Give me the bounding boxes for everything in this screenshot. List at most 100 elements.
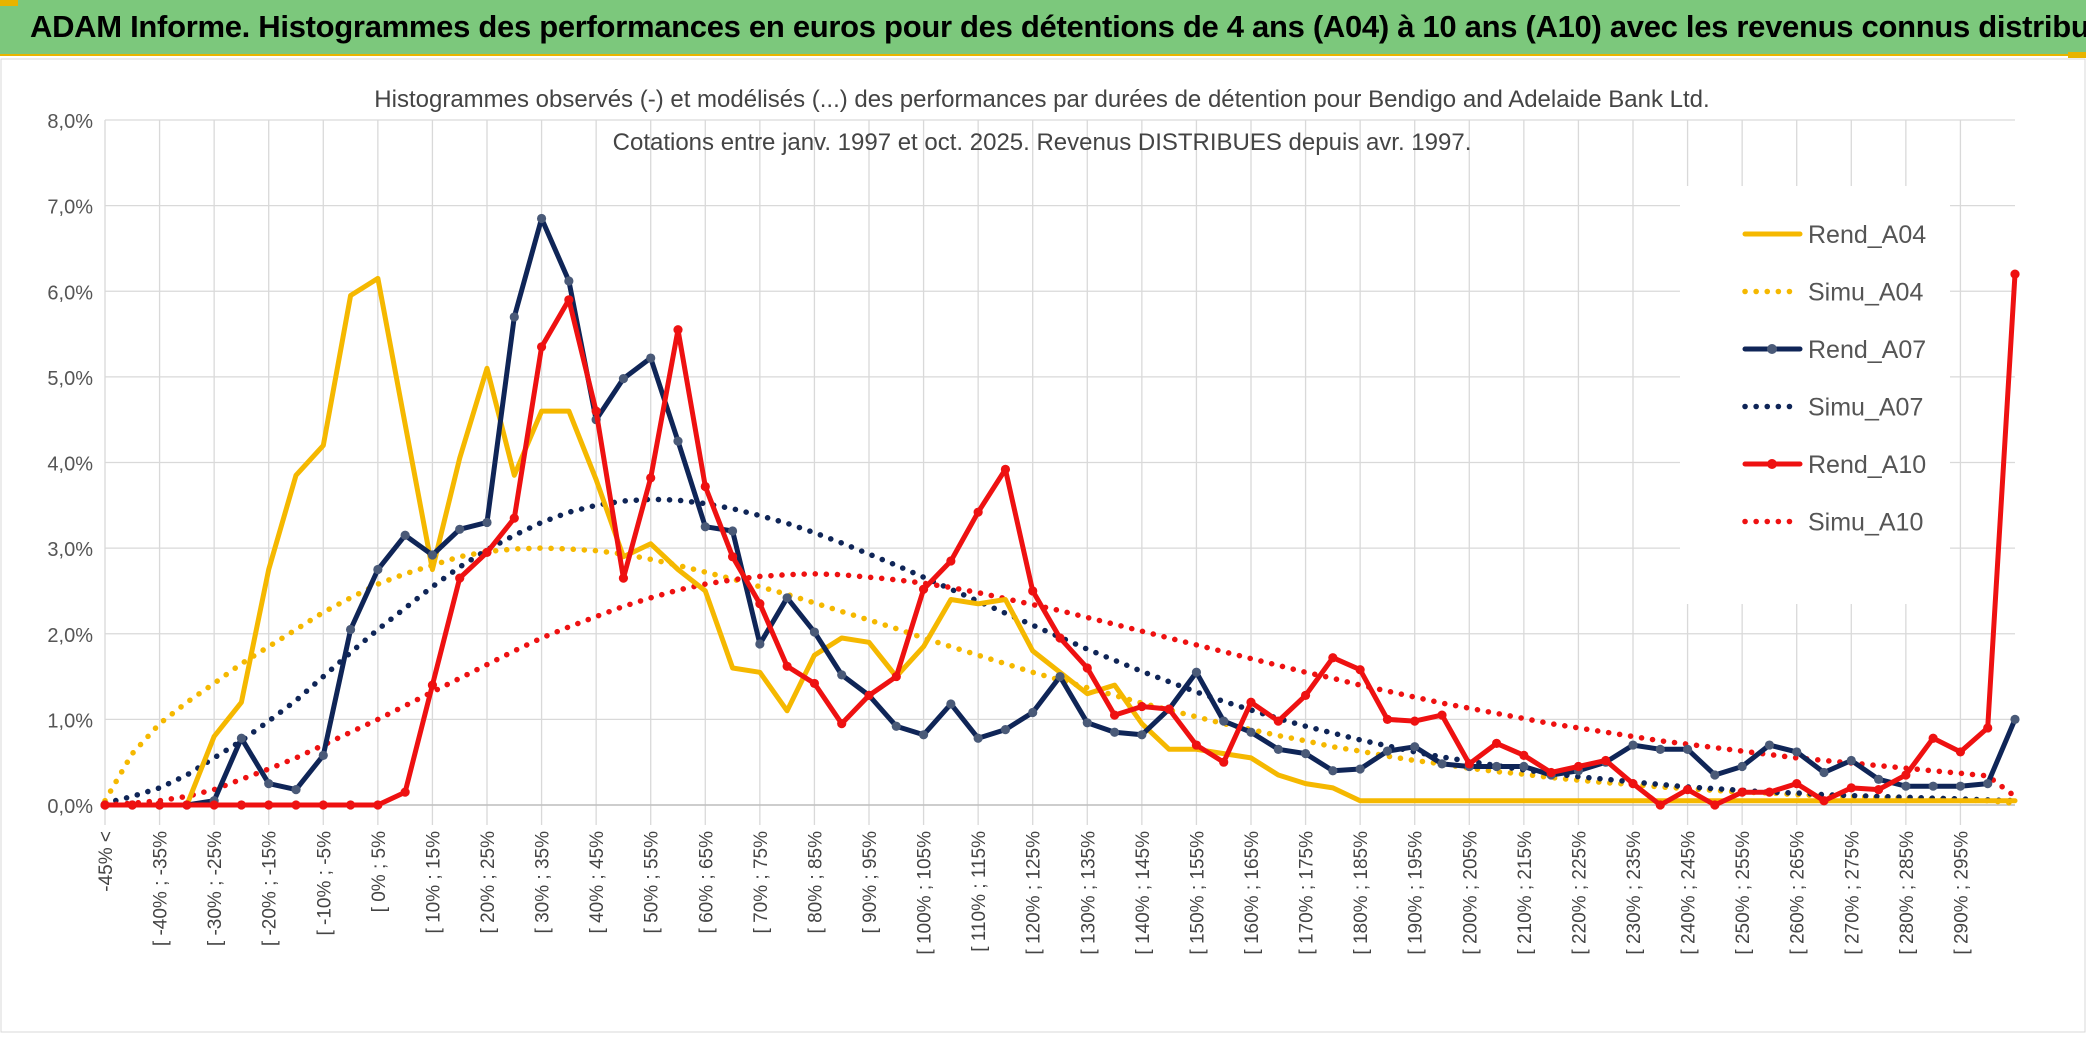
x-tick-label: [ 140% ; 145% (1133, 831, 1154, 955)
data-point-rend-a10 (946, 556, 956, 566)
data-point-rend-a07 (318, 750, 328, 760)
data-point-rend-a10 (482, 547, 492, 558)
x-tick-label: [ 190% ; 195% (1406, 831, 1427, 955)
data-point-rend-a07 (1382, 746, 1393, 756)
data-point-rend-a07 (1873, 774, 1884, 784)
histogram-chart: 0,0% 1,0% 2,0% 3,0% 4,0% 5,0% 6,0% 7,0% 8,0% -45%… (0, 58, 2086, 1033)
legend-label: Simu_A04 (1808, 279, 1923, 307)
data-point-rend-a10 (1000, 464, 1011, 474)
y-tick-label: 7,0% (47, 197, 93, 219)
legend-label: Rend_A10 (1808, 451, 1926, 479)
data-point-rend-a07 (564, 276, 574, 286)
legend-marker (1767, 459, 1777, 469)
data-point-rend-a10 (1464, 759, 1474, 769)
left-accent-mark (0, 0, 18, 6)
data-point-rend-a10 (591, 406, 601, 416)
chart-container: 0,0% 1,0% 2,0% 3,0% 4,0% 5,0% 6,0% 7,0% 8,0% -45%… (0, 58, 2086, 1033)
data-point-rend-a10 (1219, 757, 1229, 767)
data-point-rend-a10 (1137, 701, 1147, 712)
data-point-rend-a10 (427, 680, 438, 690)
data-point-rend-a07 (482, 517, 492, 528)
series-line-simu-a04 (102, 545, 2018, 807)
data-point-rend-a10 (564, 295, 574, 305)
legend-marker (1767, 344, 1777, 354)
data-point-rend-a10 (1055, 633, 1065, 643)
data-point-rend-a10 (400, 787, 410, 797)
data-point-rend-a07 (1000, 725, 1011, 735)
data-point-rend-a10 (264, 800, 274, 810)
data-point-rend-a10 (2010, 269, 2020, 279)
data-point-rend-a10 (1028, 586, 1038, 596)
data-point-rend-a07 (1191, 667, 1202, 677)
data-point-rend-a10 (154, 800, 165, 810)
data-point-rend-a10 (864, 690, 874, 701)
data-point-rend-a10 (973, 507, 983, 517)
x-tick-label: [ 260% ; 265% (1788, 831, 1809, 955)
data-point-rend-a10 (1737, 787, 1747, 797)
x-tick-label: [ -10% ; -5% (314, 831, 335, 936)
data-point-rend-a10 (1792, 778, 1802, 789)
x-tick-label: [ 0% ; 5% (369, 831, 390, 912)
data-point-rend-a07 (1519, 761, 1529, 772)
data-point-rend-a10 (1928, 733, 1938, 743)
data-point-rend-a10 (1601, 755, 1611, 766)
data-point-rend-a10 (1191, 740, 1202, 750)
x-tick-label: [ -20% ; -15% (260, 831, 281, 946)
data-point-rend-a10 (809, 678, 820, 689)
data-point-rend-a07 (1137, 730, 1147, 740)
data-point-rend-a07 (673, 436, 683, 446)
x-tick-label: [ 80% ; 85% (805, 831, 826, 934)
x-tick-label: [ 40% ; 45% (587, 831, 608, 934)
data-point-rend-a07 (809, 627, 820, 637)
data-point-rend-a10 (673, 325, 683, 335)
data-point-rend-a07 (700, 522, 710, 532)
data-point-rend-a10 (209, 800, 219, 810)
legend: Rend_A04 Simu_A04 Rend_A07 Simu_A07 Rend_A10… (1680, 186, 1950, 604)
data-point-rend-a10 (1573, 761, 1584, 772)
data-point-rend-a07 (1983, 778, 1993, 789)
y-tick-label: 6,0% (47, 282, 93, 304)
data-point-rend-a07 (946, 699, 956, 709)
data-point-rend-a07 (400, 530, 410, 540)
data-point-rend-a10 (1328, 653, 1338, 663)
report-banner-title: ADAM Informe. Histogrammes des performan… (30, 9, 2086, 44)
data-point-rend-a07 (1764, 740, 1775, 750)
data-point-rend-a10 (509, 513, 519, 523)
data-point-rend-a10 (1519, 750, 1529, 760)
data-point-rend-a07 (1710, 770, 1720, 780)
data-point-rend-a10 (536, 342, 547, 352)
data-point-rend-a10 (291, 800, 301, 810)
data-point-rend-a07 (891, 721, 901, 731)
data-point-rend-a10 (1082, 663, 1092, 673)
data-point-rend-a10 (236, 800, 247, 810)
data-point-rend-a10 (127, 800, 137, 810)
data-point-rend-a10 (1983, 723, 1993, 733)
data-point-rend-a07 (1491, 761, 1502, 772)
data-point-rend-a07 (455, 524, 465, 534)
y-tick-label: 8,0% (47, 111, 93, 133)
data-point-rend-a10 (891, 671, 901, 682)
data-point-rend-a07 (618, 373, 629, 384)
data-point-rend-a10 (1382, 714, 1393, 724)
data-point-rend-a07 (1955, 781, 1966, 791)
x-tick-label: [ 230% ; 235% (1624, 831, 1645, 955)
data-point-rend-a07 (291, 784, 301, 795)
series-lines (100, 213, 2020, 810)
series-line-simu-a10 (102, 571, 2018, 808)
data-point-rend-a07 (1901, 781, 1911, 791)
data-point-rend-a10 (318, 800, 328, 810)
y-tick-label: 1,0% (47, 710, 93, 732)
y-tick-label: 5,0% (47, 368, 93, 390)
legend-label: Simu_A10 (1808, 509, 1923, 537)
data-point-rend-a07 (236, 733, 247, 743)
x-tick-label: [ 70% ; 75% (751, 831, 772, 934)
x-tick-label: -45% < (96, 831, 117, 892)
x-tick-label: [ -40% ; -35% (151, 831, 172, 946)
y-tick-label: 3,0% (47, 539, 93, 561)
data-point-rend-a07 (1328, 766, 1338, 776)
data-point-rend-a07 (427, 550, 438, 560)
data-point-rend-a10 (1710, 800, 1720, 810)
x-tick-label: [ 170% ; 175% (1297, 831, 1318, 955)
data-point-rend-a10 (1437, 710, 1447, 720)
x-tick-label: [ 110% ; 115% (969, 831, 990, 952)
